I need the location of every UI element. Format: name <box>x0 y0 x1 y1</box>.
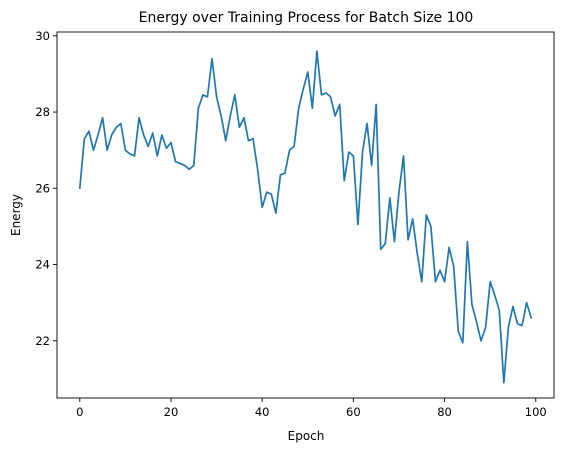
plot-frame <box>56 31 555 399</box>
x-axis-label: Epoch <box>288 429 325 443</box>
x-tick-label: 100 <box>525 405 547 419</box>
y-axis-label: Energy <box>9 194 23 236</box>
y-axis: 22 24 26 28 30 <box>35 29 57 348</box>
x-tick-label: 40 <box>255 405 270 419</box>
energy-series-line <box>78 50 533 384</box>
y-tick-label: 26 <box>35 181 50 195</box>
x-tick-label: 60 <box>346 405 361 419</box>
x-tick-label: 80 <box>437 405 452 419</box>
x-tick-label: 20 <box>164 405 179 419</box>
chart-title: Energy over Training Process for Batch S… <box>139 10 474 26</box>
y-tick-label: 30 <box>35 29 50 43</box>
y-tick-label: 24 <box>35 258 50 272</box>
y-tick-label: 22 <box>35 334 50 348</box>
y-tick-label: 28 <box>35 105 50 119</box>
x-axis: 0 20 40 60 80 100 <box>76 398 547 419</box>
x-tick-label: 0 <box>76 405 83 419</box>
